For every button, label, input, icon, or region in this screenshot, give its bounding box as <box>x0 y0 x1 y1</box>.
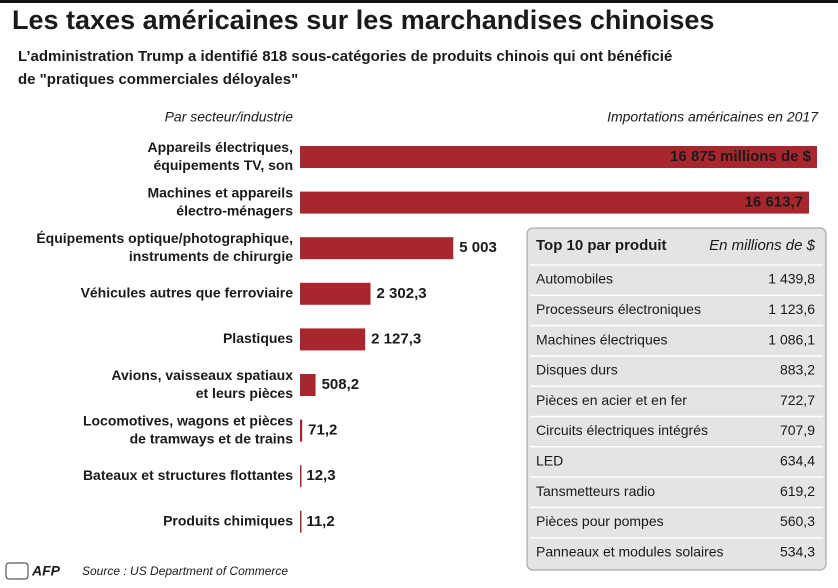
category-label: Équipements optique/photographique, instr… <box>36 230 293 264</box>
bar <box>300 419 303 442</box>
bar <box>300 328 366 351</box>
value-label: 5 003 <box>459 239 497 256</box>
value-label: 11,2 <box>306 513 334 530</box>
top-rule <box>0 0 838 3</box>
subtitle: L’administration Trump a identifié 818 s… <box>18 48 672 88</box>
category-header: Par secteur/industrie <box>165 109 294 125</box>
product-value: 1 123,6 <box>768 301 815 317</box>
category-label: Avions, vaisseaux spatiaux et leurs pièce… <box>111 367 293 401</box>
logo-icon <box>5 562 29 580</box>
category-label: Machines et appareils électro-ménagers <box>147 184 293 218</box>
value-label: 16 875 millions de $ <box>670 148 812 165</box>
inset-unit: En millions de $ <box>709 237 816 254</box>
product-name: Disques durs <box>536 362 618 378</box>
product-value: 722,7 <box>780 392 815 408</box>
bar <box>300 146 817 168</box>
bar <box>300 191 809 214</box>
product-name: Circuits électriques intégrés <box>536 422 708 438</box>
product-value: 634,4 <box>780 453 815 469</box>
source: Source : US Department of Commerce <box>82 564 288 578</box>
product-name: Automobiles <box>536 271 613 287</box>
bar <box>300 282 371 305</box>
inset-title: Top 10 par produit <box>536 237 667 254</box>
category-label: Plastiques <box>223 330 293 346</box>
value-label: 2 302,3 <box>377 285 427 302</box>
value-label: 71,2 <box>308 422 337 439</box>
category-label: Produits chimiques <box>163 513 293 529</box>
product-value: 707,9 <box>780 422 815 438</box>
value-label: 508,2 <box>322 376 360 393</box>
logo: AFP <box>31 563 61 579</box>
product-name: Pièces en acier et en fer <box>536 392 687 408</box>
product-name: Pièces pour pompes <box>536 513 664 529</box>
product-name: Tansmetteurs radio <box>536 483 655 499</box>
product-name: LED <box>536 453 563 469</box>
inset-box <box>526 227 827 571</box>
category-label: Véhicules autres que ferroviaire <box>81 285 294 301</box>
product-value: 619,2 <box>780 483 815 499</box>
value-header: Importations américaines en 2017 <box>607 109 819 125</box>
product-value: 883,2 <box>780 362 815 378</box>
bar <box>300 374 316 396</box>
bar <box>300 510 302 533</box>
category-label: Bateaux et structures flottantes <box>83 467 293 483</box>
value-label: 12,3 <box>306 467 335 484</box>
category-label: Appareils électriques, équipements TV, so… <box>147 139 293 173</box>
bar <box>300 237 454 260</box>
product-value: 534,3 <box>780 543 815 559</box>
category-label: Locomotives, wagons et pièces de tramways… <box>83 412 293 446</box>
product-value: 560,3 <box>780 513 815 529</box>
bar <box>300 465 302 488</box>
product-name: Machines électriques <box>536 331 668 347</box>
value-label: 16 613,7 <box>745 194 803 211</box>
value-label: 2 127,3 <box>371 330 421 347</box>
product-value: 1 439,8 <box>768 271 815 287</box>
product-value: 1 086,1 <box>768 331 815 347</box>
product-name: Processeurs électroniques <box>536 301 701 317</box>
chart-title: Les taxes américaines sur les marchandis… <box>12 5 714 35</box>
product-name: Panneaux et modules solaires <box>536 543 724 559</box>
